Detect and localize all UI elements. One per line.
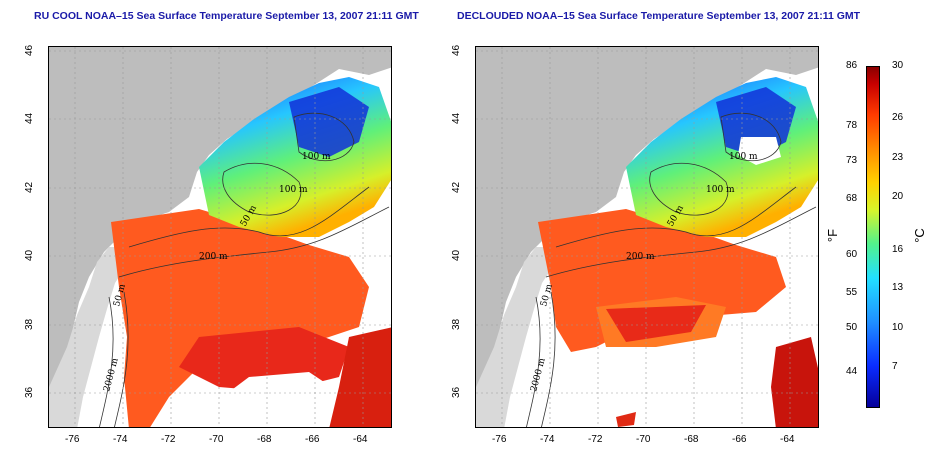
x-tick-label: -76 — [492, 434, 507, 445]
grid-lines — [476, 47, 818, 427]
y-tick-label: 44 — [24, 112, 35, 124]
x-tick-label: -72 — [588, 434, 603, 445]
contour-label: 2000 m — [529, 357, 548, 393]
cold-core — [289, 87, 369, 157]
left-sst-map[interactable]: 100 m 100 m 50 m 200 m 50 m 2000 m — [48, 46, 392, 428]
y-tick-label: 36 — [451, 386, 462, 398]
contour-label: 200 m — [626, 252, 655, 262]
y-tick-label: 42 — [24, 181, 35, 193]
contour-line — [99, 296, 114, 427]
right-panel-title: DECLOUDED NOAA–15 Sea Surface Temperatur… — [457, 10, 861, 22]
contour-line — [649, 162, 729, 216]
left-map-canvas: 100 m 100 m 50 m 200 m 50 m 2000 m — [49, 47, 391, 427]
fahrenheit-tick: 44 — [846, 366, 858, 377]
warm-strip — [606, 305, 706, 342]
y-tick-label: 44 — [451, 112, 462, 124]
celsius-tick: 13 — [892, 282, 904, 293]
fahrenheit-tick: 78 — [846, 120, 858, 131]
contour-line — [128, 186, 370, 248]
contour-label: 2000 m — [102, 357, 121, 393]
fahrenheit-tick: 86 — [846, 60, 858, 71]
x-tick-label: -66 — [305, 434, 320, 445]
y-tick-label: 46 — [451, 44, 462, 56]
celsius-tick: 10 — [892, 322, 904, 333]
celsius-tick: 23 — [892, 152, 904, 163]
contour-label: 100 m — [302, 152, 331, 162]
warm-patch-se — [771, 337, 818, 427]
warm-patch-se — [329, 327, 391, 427]
x-tick-label: -76 — [65, 434, 80, 445]
temperature-colorbar — [866, 66, 880, 408]
y-tick-label: 36 — [24, 386, 35, 398]
x-tick-label: -72 — [161, 434, 176, 445]
contour-line — [555, 186, 797, 248]
celsius-tick: 30 — [892, 60, 904, 71]
contour-label: 200 m — [199, 252, 228, 262]
y-tick-label: 46 — [24, 44, 35, 56]
fahrenheit-tick: 50 — [846, 322, 858, 333]
x-tick-label: -74 — [113, 434, 128, 445]
land-mass — [49, 47, 391, 407]
fahrenheit-tick: 68 — [846, 193, 858, 204]
celsius-tick: 20 — [892, 191, 904, 202]
y-tick-label: 38 — [451, 318, 462, 330]
left-panel-title: RU COOL NOAA–15 Sea Surface Temperature … — [34, 10, 419, 22]
contour-label: 100 m — [729, 152, 758, 162]
contour-line — [526, 296, 541, 427]
grid-lines — [49, 47, 391, 427]
x-tick-label: -68 — [257, 434, 272, 445]
right-sst-map[interactable]: 100 m 100 m 50 m 200 m 50 m 2000 m — [475, 46, 819, 428]
y-tick-label: 38 — [24, 318, 35, 330]
cloud-patch — [209, 372, 339, 425]
x-tick-label: -70 — [209, 434, 224, 445]
contour-line — [222, 162, 302, 216]
x-tick-label: -66 — [732, 434, 747, 445]
contour-line — [293, 112, 355, 161]
contour-line — [541, 291, 556, 427]
celsius-unit-label: °C — [911, 228, 927, 243]
x-tick-label: -70 — [636, 434, 651, 445]
contour-label: 100 m — [706, 185, 735, 195]
x-tick-label: -68 — [684, 434, 699, 445]
clear-gap — [738, 137, 781, 165]
fahrenheit-tick: 73 — [846, 155, 858, 166]
contour-line — [114, 291, 129, 427]
celsius-tick: 16 — [892, 244, 904, 255]
celsius-tick: 26 — [892, 112, 904, 123]
y-tick-label: 40 — [451, 249, 462, 261]
contour-line — [545, 206, 817, 278]
y-tick-label: 40 — [24, 249, 35, 261]
land-mass — [476, 47, 818, 407]
contour-line — [720, 112, 782, 161]
fahrenheit-unit-label: °F — [825, 228, 841, 243]
land-cape — [476, 247, 554, 427]
x-tick-label: -74 — [540, 434, 555, 445]
contour-line — [118, 206, 390, 278]
fahrenheit-tick: 55 — [846, 287, 858, 298]
land-cape — [49, 247, 127, 427]
contour-label: 100 m — [279, 185, 308, 195]
celsius-tick: 7 — [892, 361, 898, 372]
colorbar-gradient — [867, 67, 879, 407]
x-tick-label: -64 — [353, 434, 368, 445]
x-tick-label: -64 — [780, 434, 795, 445]
right-map-canvas: 100 m 100 m 50 m 200 m 50 m 2000 m — [476, 47, 818, 427]
y-tick-label: 42 — [451, 181, 462, 193]
fahrenheit-tick: 60 — [846, 249, 858, 260]
warm-speck — [616, 412, 636, 427]
